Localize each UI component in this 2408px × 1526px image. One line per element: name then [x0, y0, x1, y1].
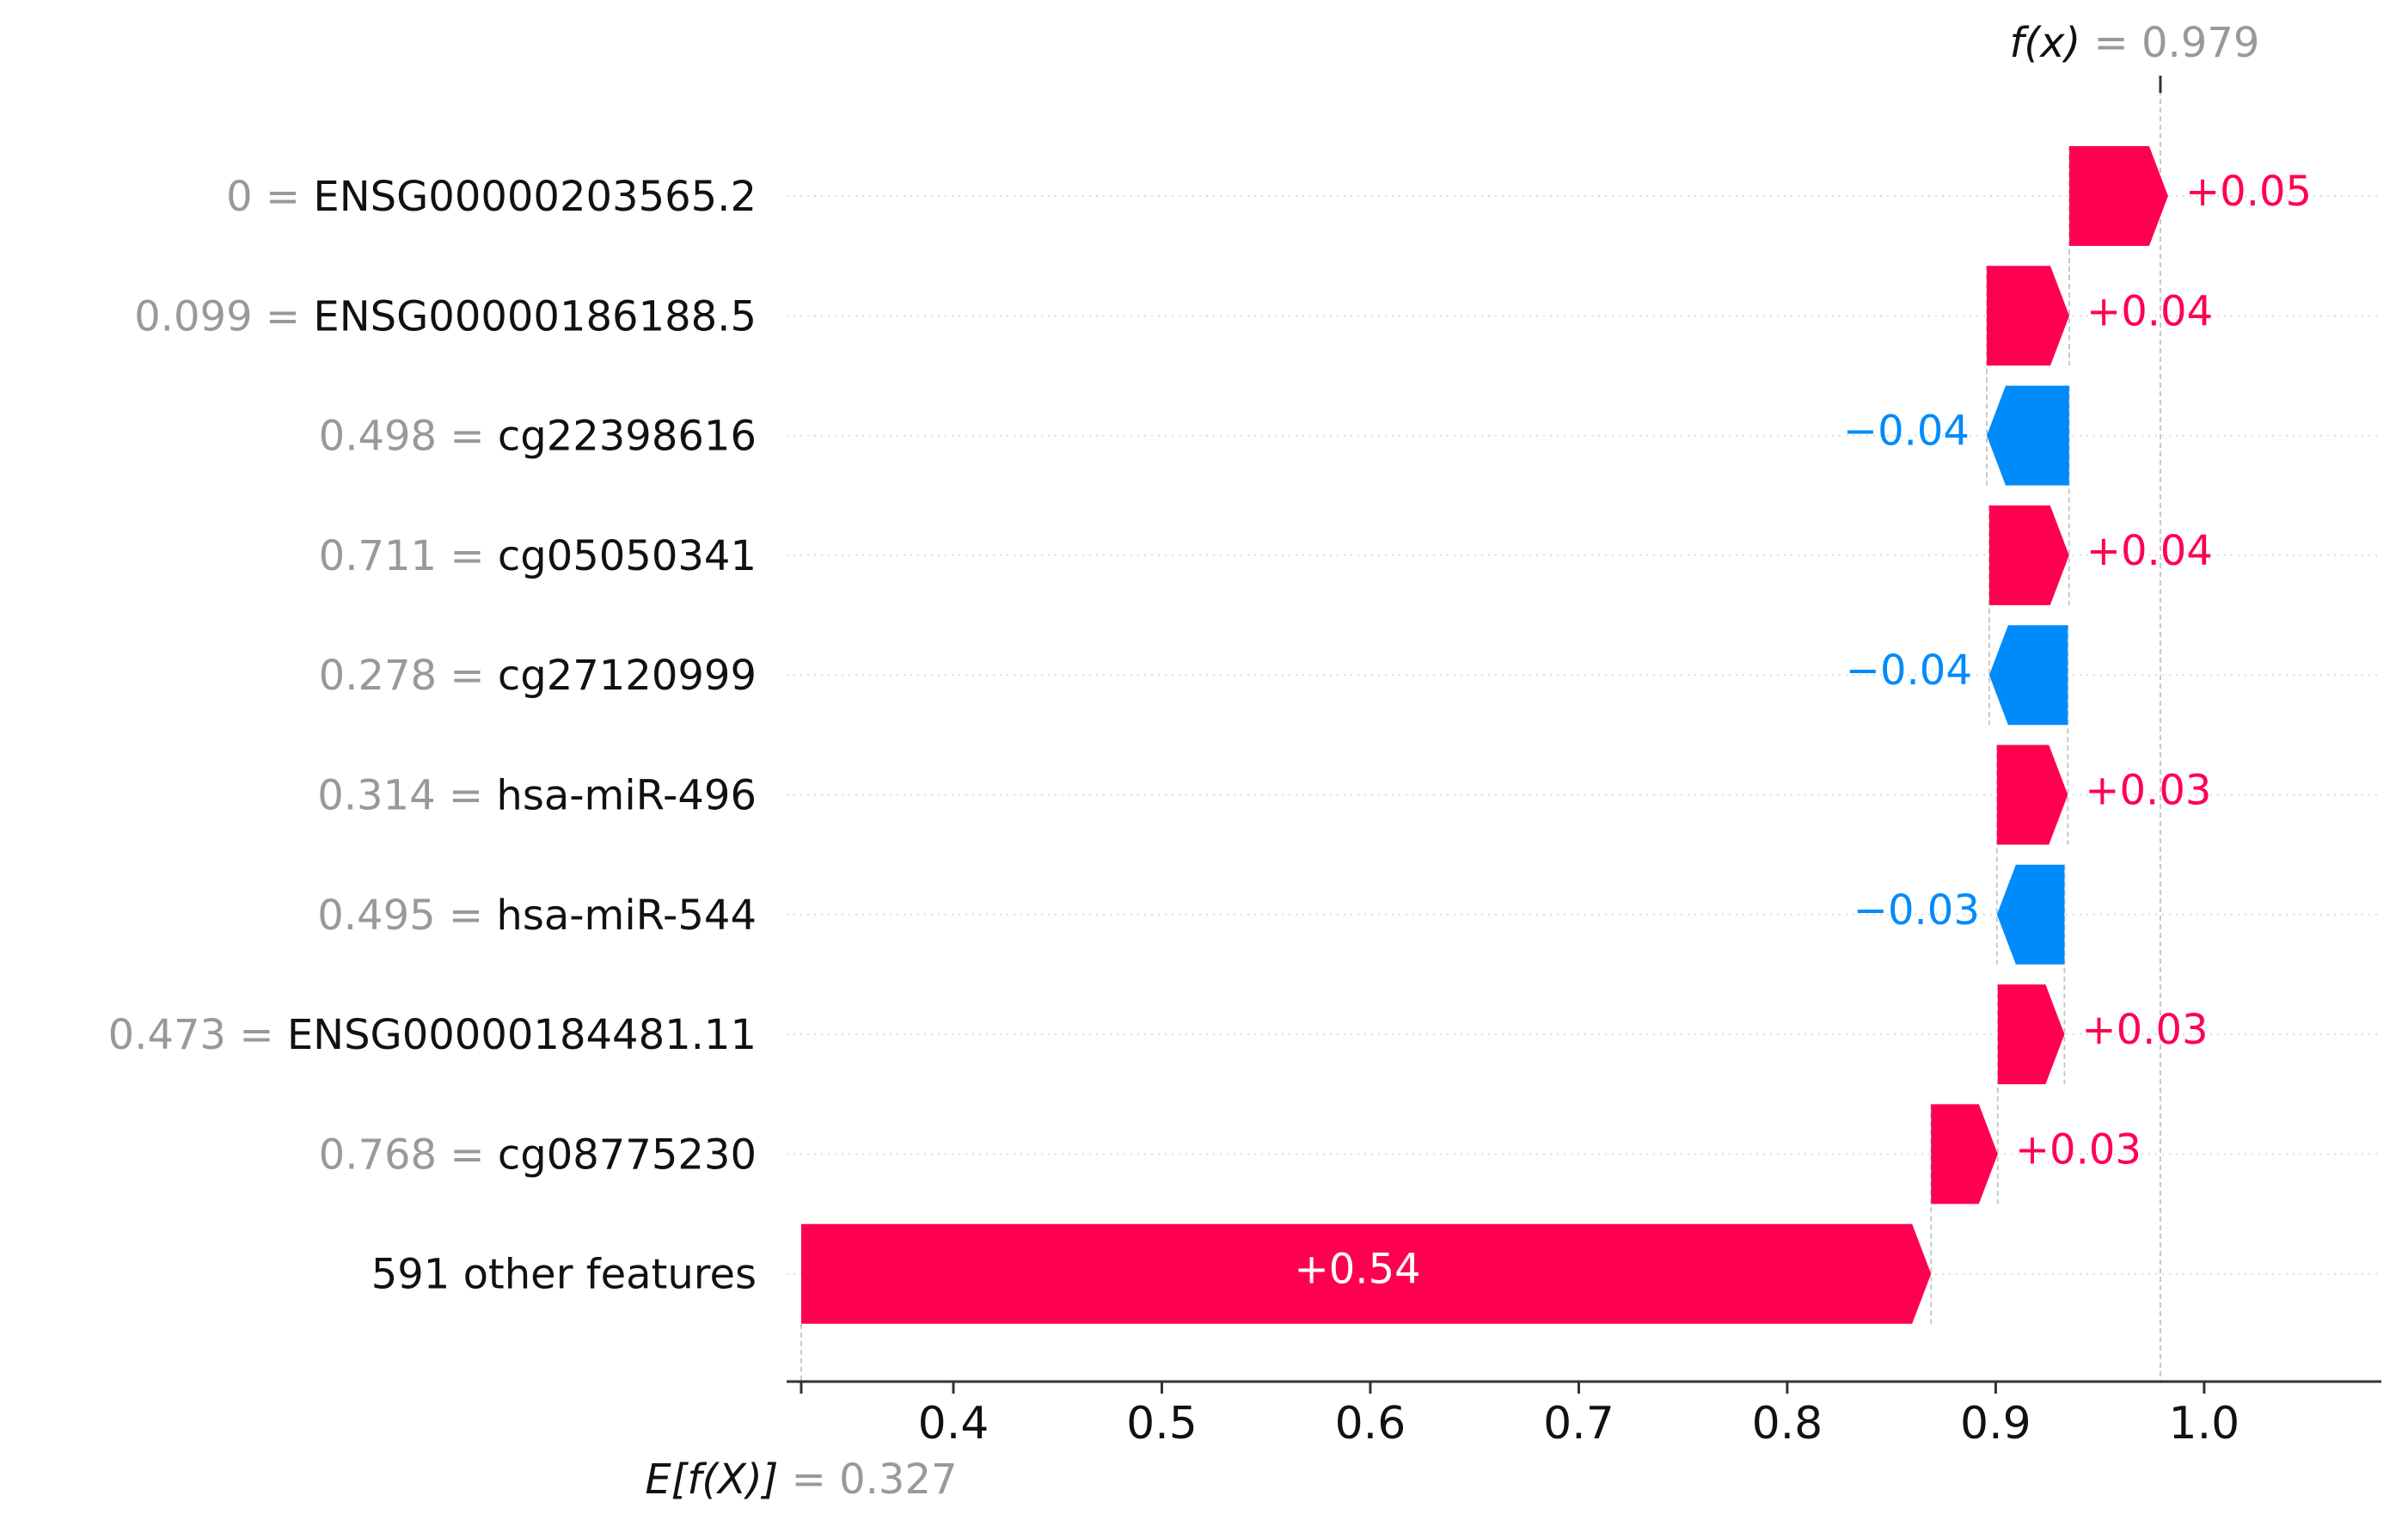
- feature-eq: =: [436, 892, 497, 940]
- contribution-label: −0.04: [1846, 647, 1972, 695]
- feature-value: 0.099: [134, 292, 252, 340]
- output-value-annotation: f(x) = 0.979: [2010, 19, 2260, 67]
- base-value-annotation: E[f(X)] = 0.327: [645, 1456, 957, 1504]
- x-tick-label: 0.5: [1126, 1398, 1198, 1449]
- feature-eq: =: [253, 173, 314, 221]
- feature-label: 0 = ENSG00000203565.2: [226, 173, 757, 221]
- bar: [2069, 146, 2168, 246]
- feature-label: 0.278 = cg27120999: [319, 652, 757, 700]
- feature-eq: =: [437, 1131, 498, 1179]
- feature-label: 0.099 = ENSG00000186188.5: [134, 292, 757, 340]
- feature-name: ENSG00000186188.5: [313, 292, 757, 340]
- x-tick-label: 0.6: [1335, 1398, 1406, 1449]
- bars: +0.05 +0.04 −0.04 +0.04 −0.04 +0.03 −0.03 +0.03…: [800, 146, 2312, 1324]
- feature-label: 0.711 = cg05050341: [319, 532, 757, 580]
- feature-label: 591 other features: [371, 1251, 757, 1299]
- bar: [1988, 625, 2068, 726]
- feature-value: 0.711: [319, 532, 437, 580]
- feature-name: cg22398616: [498, 413, 757, 461]
- bar: [1986, 385, 2069, 486]
- output-value-eq: =: [2080, 19, 2141, 67]
- feature-eq: =: [437, 652, 498, 700]
- feature-name: ENSG00000184481.11: [287, 1011, 757, 1059]
- feature-label: 0.495 = hsa-miR-544: [317, 892, 757, 940]
- contribution-label: +0.04: [2086, 527, 2213, 575]
- feature-label: 0.768 = cg08775230: [319, 1131, 757, 1179]
- annotations: E[f(X)] = 0.327 f(x) = 0.979: [645, 19, 2259, 1504]
- feature-value: 0.278: [319, 652, 437, 700]
- contribution-label: −0.04: [1843, 408, 1970, 456]
- feature-value: 0.498: [319, 413, 437, 461]
- bar: [1931, 1104, 1998, 1204]
- contribution-label: +0.03: [2081, 1006, 2208, 1054]
- contribution-label: +0.04: [2086, 287, 2213, 335]
- feature-name: hsa-miR-496: [496, 772, 757, 820]
- contribution-label: +0.03: [2015, 1125, 2141, 1174]
- feature-eq: =: [437, 532, 498, 580]
- feature-value: 0.473: [108, 1011, 226, 1059]
- contribution-label: +0.05: [2185, 168, 2312, 216]
- feature-eq: =: [226, 1011, 287, 1059]
- x-axis: 0.4 0.5 0.6 0.7 0.8 0.9 1.0: [787, 1380, 2381, 1449]
- feature-eq: =: [437, 413, 498, 461]
- feature-value: 0.314: [317, 772, 435, 820]
- feature-name: cg27120999: [498, 652, 757, 700]
- feature-label: 0.473 = ENSG00000184481.11: [108, 1011, 757, 1059]
- output-value-expr: f(x): [2010, 19, 2081, 67]
- bar: [1986, 266, 2070, 366]
- bar: [1988, 505, 2069, 605]
- guide-lines: [787, 76, 2381, 1382]
- base-value-expr: E[f(X)]: [645, 1456, 778, 1504]
- bar: [1996, 745, 2068, 845]
- contribution-label: +0.54: [1295, 1246, 1421, 1294]
- x-tick-label: 0.7: [1543, 1398, 1615, 1449]
- x-tick-label: 0.4: [918, 1398, 990, 1449]
- feature-labels: 0 = ENSG00000203565.2 0.099 = ENSG0000018…: [108, 173, 757, 1299]
- bar: [1996, 864, 2065, 965]
- feature-label: 0.314 = hsa-miR-496: [317, 772, 757, 820]
- feature-name: cg08775230: [498, 1131, 757, 1179]
- x-tick-label: 1.0: [2169, 1398, 2240, 1449]
- feature-name: 591 other features: [371, 1251, 757, 1299]
- feature-name: hsa-miR-544: [496, 892, 757, 940]
- feature-eq: =: [436, 772, 497, 820]
- contribution-label: +0.03: [2085, 767, 2211, 815]
- feature-value: 0: [226, 173, 253, 221]
- feature-eq: =: [253, 292, 314, 340]
- bar: [1997, 984, 2065, 1085]
- feature-name: cg05050341: [498, 532, 757, 580]
- x-tick-label: 0.9: [1960, 1398, 2031, 1449]
- feature-value: 0.768: [319, 1131, 437, 1179]
- x-tick-label: 0.8: [1752, 1398, 1823, 1449]
- output-value-number: 0.979: [2141, 19, 2259, 67]
- base-value-eq: =: [778, 1456, 839, 1504]
- base-value-number: 0.327: [839, 1456, 957, 1504]
- feature-label: 0.498 = cg22398616: [319, 413, 757, 461]
- feature-value: 0.495: [317, 892, 435, 940]
- bar: [800, 1223, 1932, 1324]
- feature-name: ENSG00000203565.2: [313, 173, 757, 221]
- contribution-label: −0.03: [1853, 886, 1980, 935]
